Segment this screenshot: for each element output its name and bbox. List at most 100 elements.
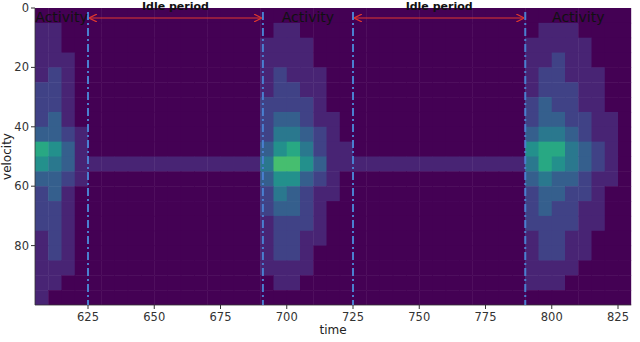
heat-cell bbox=[393, 127, 407, 142]
heat-cell bbox=[234, 231, 248, 246]
heat-cell bbox=[75, 157, 89, 172]
heat-cell bbox=[287, 260, 301, 275]
heat-cell bbox=[366, 201, 380, 216]
heat-cell bbox=[181, 275, 195, 290]
heat-cell bbox=[525, 82, 539, 97]
heat-cell bbox=[62, 290, 76, 305]
heat-cell bbox=[194, 290, 208, 305]
heat-cell bbox=[539, 216, 553, 231]
heat-cell bbox=[512, 231, 526, 246]
heat-cell bbox=[459, 186, 473, 201]
heat-cell bbox=[539, 82, 553, 97]
heat-cell bbox=[433, 201, 447, 216]
heat-cell bbox=[247, 112, 261, 127]
heat-cell bbox=[154, 186, 168, 201]
heat-cell bbox=[592, 142, 606, 157]
heat-cell bbox=[207, 246, 221, 261]
heat-cell bbox=[181, 53, 195, 68]
heat-cell bbox=[115, 53, 129, 68]
x-axis-line bbox=[35, 305, 631, 306]
heat-cell bbox=[168, 23, 182, 38]
heat-cell bbox=[101, 171, 115, 186]
heat-cell bbox=[181, 67, 195, 82]
chart: 625650675700725750775800825020406080time… bbox=[0, 0, 640, 342]
heat-cell bbox=[234, 260, 248, 275]
heat-cell bbox=[393, 97, 407, 112]
heat-cell bbox=[313, 38, 327, 53]
heat-cell bbox=[88, 246, 102, 261]
heat-cell bbox=[62, 142, 76, 157]
heat-cell bbox=[115, 275, 129, 290]
heat-cell bbox=[181, 38, 195, 53]
heat-cell bbox=[168, 127, 182, 142]
heat-cell bbox=[88, 67, 102, 82]
heat-cell bbox=[406, 216, 420, 231]
heat-cell bbox=[234, 38, 248, 53]
heat-cell bbox=[552, 231, 566, 246]
heat-cell bbox=[433, 246, 447, 261]
heat-cell bbox=[101, 127, 115, 142]
heat-cell bbox=[300, 23, 314, 38]
x-tick bbox=[618, 305, 619, 309]
heat-cell bbox=[274, 290, 288, 305]
heat-cell bbox=[525, 8, 539, 23]
heat-cell bbox=[141, 216, 155, 231]
heat-cell bbox=[525, 186, 539, 201]
heat-cell bbox=[419, 82, 433, 97]
heat-cell bbox=[406, 246, 420, 261]
heat-cell bbox=[327, 275, 341, 290]
heat-cell bbox=[274, 157, 288, 172]
heat-cell bbox=[353, 38, 367, 53]
heat-cell bbox=[35, 290, 49, 305]
heat-cell bbox=[194, 171, 208, 186]
heat-cell bbox=[578, 171, 592, 186]
heat-cell bbox=[88, 275, 102, 290]
heat-cell bbox=[154, 231, 168, 246]
x-tick-label: 650 bbox=[143, 310, 165, 324]
heat-cell bbox=[353, 246, 367, 261]
heat-cell bbox=[287, 112, 301, 127]
heat-cell bbox=[313, 186, 327, 201]
heat-cell bbox=[48, 275, 62, 290]
heat-cell bbox=[101, 246, 115, 261]
heat-cell bbox=[247, 231, 261, 246]
heat-cell bbox=[353, 97, 367, 112]
heat-cell bbox=[274, 97, 288, 112]
heat-cell bbox=[287, 142, 301, 157]
heat-cell bbox=[578, 23, 592, 38]
heat-cell bbox=[75, 216, 89, 231]
heat-cell bbox=[340, 53, 354, 68]
heat-cell bbox=[539, 290, 553, 305]
heat-cell bbox=[313, 171, 327, 186]
heat-cell bbox=[525, 201, 539, 216]
heat-cell bbox=[472, 38, 486, 53]
heat-cell bbox=[605, 246, 619, 261]
heat-cell bbox=[62, 246, 76, 261]
heat-cell bbox=[433, 82, 447, 97]
heat-cell bbox=[393, 8, 407, 23]
heat-cell bbox=[539, 260, 553, 275]
heat-cell bbox=[300, 97, 314, 112]
heat-cell bbox=[234, 97, 248, 112]
heat-cell bbox=[486, 97, 500, 112]
heat-cell bbox=[128, 53, 142, 68]
heat-cell bbox=[406, 142, 420, 157]
heat-cell bbox=[62, 216, 76, 231]
heat-cell bbox=[48, 67, 62, 82]
heat-cell bbox=[525, 246, 539, 261]
heat-cell bbox=[446, 82, 460, 97]
heat-cell bbox=[380, 246, 394, 261]
heat-cell bbox=[486, 231, 500, 246]
heat-cell bbox=[605, 231, 619, 246]
heat-cell bbox=[154, 157, 168, 172]
heat-cell bbox=[194, 157, 208, 172]
heat-cell bbox=[327, 246, 341, 261]
heat-cell bbox=[115, 157, 129, 172]
heat-cell bbox=[433, 216, 447, 231]
heat-cell bbox=[592, 186, 606, 201]
heat-cell bbox=[207, 201, 221, 216]
heat-cell bbox=[605, 142, 619, 157]
period-label: Idle period bbox=[406, 0, 473, 13]
heat-cell bbox=[525, 53, 539, 68]
heat-cell bbox=[525, 290, 539, 305]
